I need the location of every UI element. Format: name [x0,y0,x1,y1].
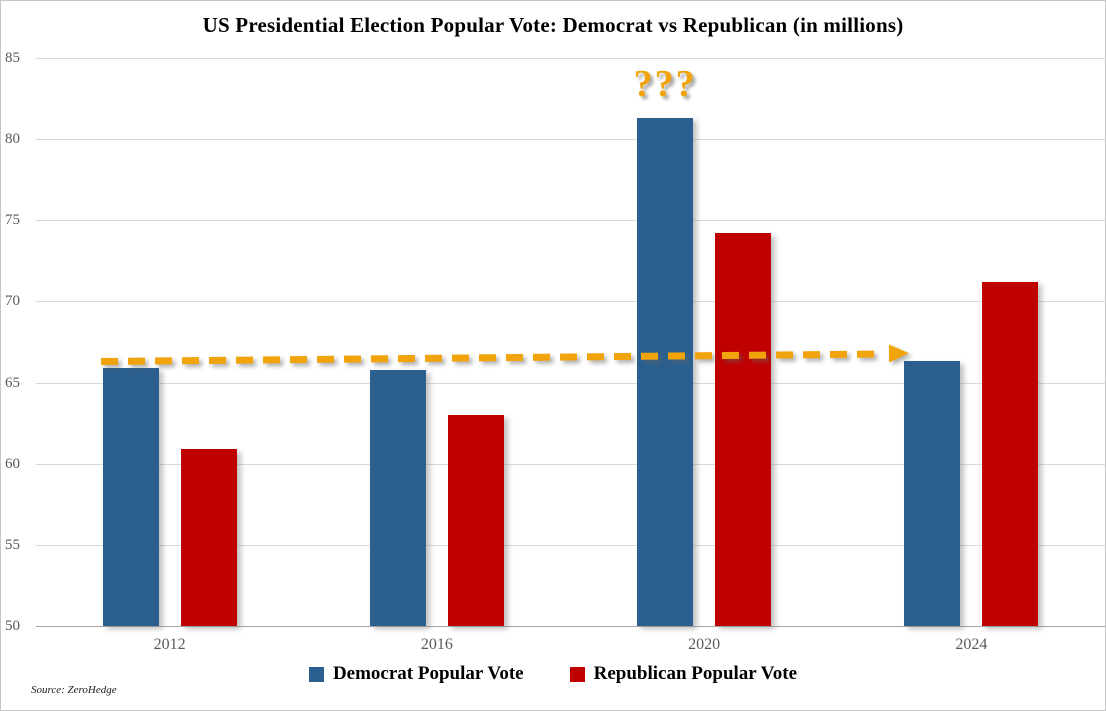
gridline-85 [36,58,1105,59]
y-axis-tick-85: 85 [5,50,20,66]
gridline-60 [36,463,1105,465]
legend-label-republican: Republican Popular Vote [593,663,798,684]
legend-item-republican: Republican Popular Vote [569,663,798,685]
gridline-55 [36,544,1105,546]
bar-republican-2012 [180,449,237,626]
gridline-75 [36,220,1105,222]
bar-democrat-2024 [904,361,961,626]
gridline-70 [36,301,1105,303]
gridline-80 [36,139,1105,141]
y-axis-tick-80: 80 [5,131,20,148]
bar-democrat-2020 [637,118,694,626]
bar-republican-2016 [447,415,504,626]
gridline-65 [36,382,1105,384]
x-axis-tick-2024: 2024 [955,636,988,653]
x-axis-tick-2012: 2012 [153,636,186,653]
source-note: Source: ZeroHedge [31,684,117,696]
x-axis-tick-2020: 2020 [688,636,721,653]
y-axis-tick-65: 65 [5,374,20,391]
question-marks-annotation: ??? [633,63,697,105]
democrat-swatch-icon [308,666,324,682]
gridline-50 [36,626,1105,627]
y-axis-tick-60: 60 [5,455,20,472]
chart-title: US Presidential Election Popular Vote: D… [202,13,904,37]
republican-swatch-icon [569,666,585,682]
x-axis-tick-2016: 2016 [420,636,453,653]
y-axis-tick-50: 50 [5,618,20,634]
y-axis-tick-55: 55 [5,536,20,553]
y-axis-tick-70: 70 [5,293,20,310]
legend: Democrat Popular Vote Republican Popular… [1,663,1105,685]
bar-democrat-2012 [102,367,159,626]
plot-area [36,58,1105,627]
legend-item-democrat: Democrat Popular Vote [308,663,524,685]
y-axis-tick-75: 75 [5,212,20,229]
legend-label-democrat: Democrat Popular Vote [332,663,524,684]
bar-republican-2024 [982,281,1039,626]
bar-republican-2020 [715,233,772,626]
bar-democrat-2016 [369,369,426,626]
